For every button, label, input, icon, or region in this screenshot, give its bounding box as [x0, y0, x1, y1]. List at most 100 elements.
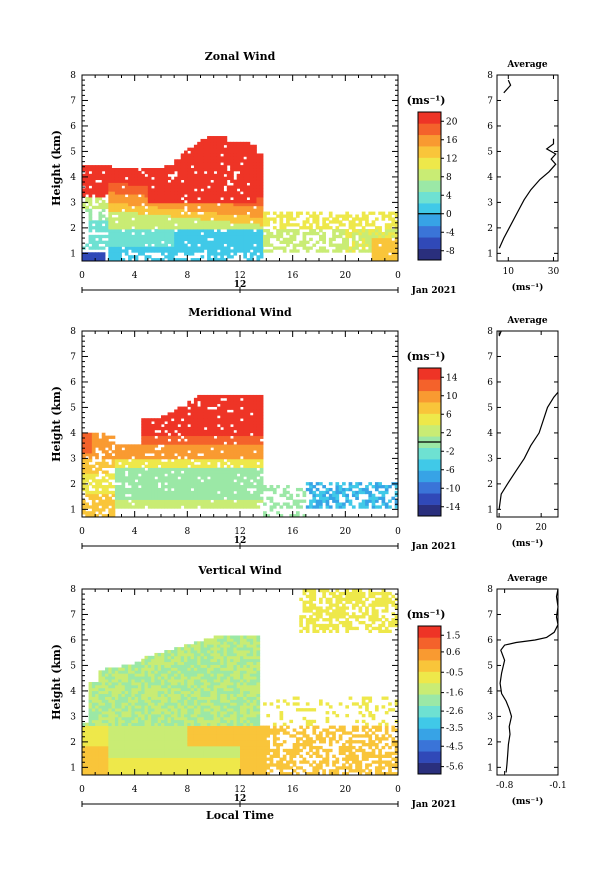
heatmap-cell: [114, 455, 119, 460]
heatmap-cell: [210, 409, 215, 413]
heatmap-cell: [131, 237, 136, 242]
heatmap-cell: [170, 473, 175, 477]
heatmap-cell: [121, 464, 126, 468]
heatmap-cell: [82, 255, 86, 259]
heatmap-cell: [121, 696, 126, 700]
heatmap-cell: [259, 185, 264, 189]
heatmap-cell: [177, 194, 182, 198]
heatmap-cell: [295, 505, 300, 509]
heatmap-cell: [286, 505, 290, 509]
heatmap-cell: [114, 667, 119, 671]
heatmap-cell: [98, 722, 103, 726]
heatmap-cell: [82, 725, 86, 729]
heatmap-cell: [131, 751, 136, 756]
x-tick-label: 16: [287, 271, 299, 281]
heatmap-cell: [243, 229, 247, 233]
heatmap-cell: [256, 479, 261, 483]
heatmap-cell: [200, 162, 205, 166]
heatmap-cell: [157, 202, 162, 207]
heatmap-cell: [207, 482, 211, 486]
heatmap-cell: [249, 182, 254, 186]
heatmap-cell: [170, 229, 175, 233]
heatmap-cell: [98, 760, 103, 764]
heatmap-cell: [256, 447, 261, 451]
heatmap-cell: [286, 220, 290, 224]
heatmap-cell: [98, 699, 103, 703]
heatmap-cell: [197, 444, 201, 448]
heatmap-cell: [134, 696, 139, 700]
heatmap-cell: [365, 214, 369, 218]
heatmap-cell: [147, 426, 152, 431]
heatmap-cell: [121, 737, 126, 741]
heatmap-cell: [388, 258, 392, 262]
heatmap-cell: [223, 191, 228, 195]
heatmap-cell: [213, 165, 218, 169]
heatmap-cell: [243, 424, 247, 428]
heatmap-cell: [82, 252, 86, 256]
heatmap-cell: [164, 243, 168, 247]
heatmap-cell: [315, 487, 320, 492]
heatmap-cell: [253, 418, 257, 422]
heatmap-cell: [157, 231, 162, 236]
heatmap-cell: [95, 226, 99, 230]
heatmap-cell: [249, 255, 254, 259]
heatmap-cell: [85, 197, 89, 201]
heatmap-cell: [98, 737, 103, 741]
heatmap-cell: [388, 231, 392, 236]
heatmap-cell: [108, 441, 113, 445]
heatmap-cell: [230, 502, 234, 506]
heatmap-cell: [243, 231, 247, 236]
heatmap-cell: [253, 505, 257, 509]
heatmap-cell: [233, 220, 238, 224]
heatmap-cell: [220, 217, 224, 221]
y-tick-label: 7: [70, 96, 76, 106]
heatmap-cell: [226, 162, 231, 166]
heatmap-cell: [174, 435, 178, 439]
heatmap-cell: [226, 415, 231, 419]
heatmap-cell: [111, 676, 116, 680]
heatmap-cell: [230, 394, 234, 399]
heatmap-cell: [124, 240, 129, 244]
heatmap-cell: [131, 185, 136, 189]
average-y-tick-label: 6: [487, 378, 493, 388]
heatmap-cell: [128, 447, 132, 451]
heatmap-cell: [161, 205, 165, 210]
heatmap-cell: [111, 464, 116, 468]
heatmap-cell: [137, 234, 142, 239]
heatmap-cell: [197, 159, 201, 163]
heatmap-cell: [161, 432, 165, 437]
heatmap-cell: [203, 240, 208, 244]
heatmap-cell: [184, 150, 188, 154]
heatmap-cell: [249, 252, 254, 256]
heatmap-cell: [193, 400, 198, 405]
heatmap-cell: [131, 772, 136, 776]
heatmap-cell: [177, 211, 182, 215]
heatmap-cell: [128, 673, 132, 677]
heatmap-cell: [210, 476, 215, 480]
heatmap-cell: [328, 482, 333, 486]
heatmap-cell: [187, 415, 192, 419]
heatmap-cell: [137, 772, 142, 776]
heatmap-cell: [164, 418, 168, 422]
heatmap-cell: [137, 176, 142, 181]
heatmap-cell: [338, 249, 343, 253]
heatmap-cell: [342, 223, 346, 227]
heatmap-cell: [213, 199, 218, 204]
heatmap-cell: [131, 711, 136, 715]
heatmap-cell: [170, 453, 175, 457]
heatmap-cell: [114, 490, 119, 495]
heatmap-cell: [124, 208, 129, 212]
heatmap-cell: [174, 412, 178, 416]
heatmap-cell: [295, 502, 300, 506]
heatmap-cell: [98, 769, 103, 773]
heatmap-cell: [200, 441, 205, 445]
heatmap-cell: [351, 485, 356, 489]
heatmap-cell: [118, 684, 122, 689]
heatmap-cell: [164, 249, 168, 253]
heatmap-cell: [282, 226, 287, 230]
heatmap-cell: [105, 470, 109, 474]
heatmap-cell: [210, 229, 215, 233]
heatmap-cell: [121, 496, 126, 500]
heatmap-cell: [114, 684, 119, 689]
heatmap-cell: [203, 479, 208, 483]
